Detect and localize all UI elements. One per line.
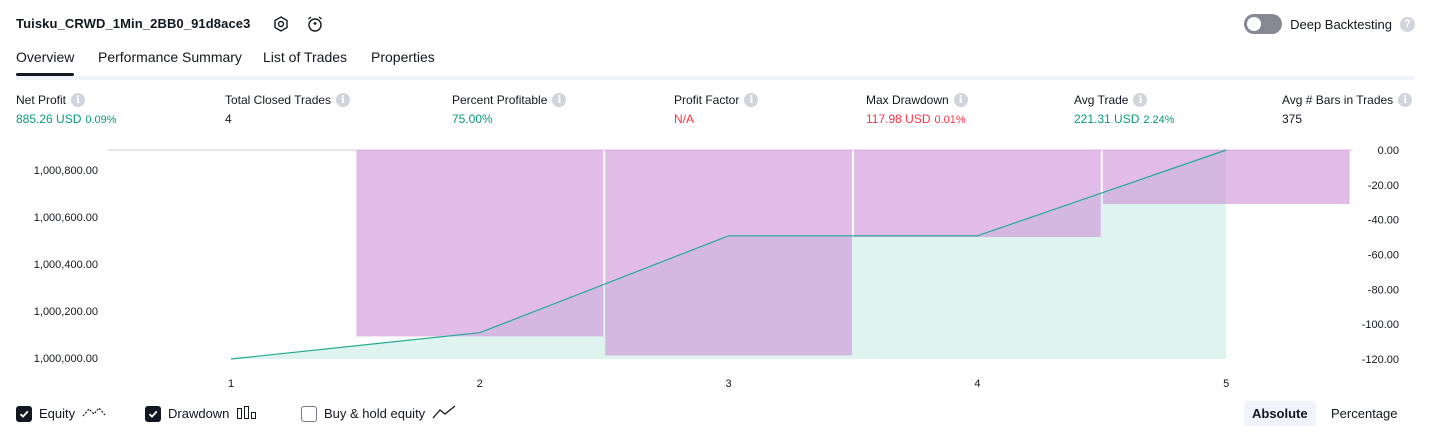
strategy-header: Tuisku_CRWD_1Min_2BB0_91d8ace3 Deep Back…: [16, 12, 1415, 38]
legend-drawdown[interactable]: Drawdown: [145, 404, 258, 423]
drawdown-tick-label: 0.00: [1378, 145, 1399, 157]
equity-checkbox[interactable]: [16, 405, 32, 422]
deep-backtesting: Deep Backtesting ?: [1244, 12, 1415, 36]
equity-drawdown-chart[interactable]: 1,000,000.00 1,000,200.00 1,000,400.00 1,00…: [0, 140, 1431, 395]
legend-buy-hold-equity[interactable]: Buy & hold equity: [301, 404, 456, 423]
legend-equity[interactable]: Equity: [16, 404, 106, 423]
stat-total-closed-trades: Total Closed Trades i 4: [225, 93, 351, 126]
drawdown-bars-icon: [236, 404, 258, 423]
stat-label: Percent Profitable: [452, 93, 548, 107]
stat-percent: 0.09%: [85, 114, 117, 126]
drawdown-bar: [1102, 150, 1350, 204]
drawdown-bar: [854, 150, 1101, 238]
x-tick-label: 5: [1223, 378, 1229, 390]
buy-hold-checkbox[interactable]: [301, 405, 317, 422]
drawdown-bar: [605, 150, 852, 356]
x-tick-label: 3: [726, 378, 732, 390]
drawdown-tick-label: -80.00: [1368, 284, 1399, 296]
settings-icon[interactable]: [271, 14, 291, 34]
equity-tick-label: 1,000,600.00: [34, 212, 98, 224]
stat-value: 4: [225, 112, 232, 126]
equity-line-icon: [82, 404, 106, 423]
stat-label: Avg Trade: [1074, 93, 1129, 107]
stat-value: 221.31 USD: [1074, 112, 1140, 126]
stat-avg-trade: Avg Trade i 221.31 USD 2.24%: [1074, 93, 1175, 126]
info-icon[interactable]: i: [71, 93, 86, 107]
drawdown-tick-label: -100.00: [1362, 319, 1399, 331]
strategy-name: Tuisku_CRWD_1Min_2BB0_91d8ace3: [16, 16, 251, 31]
legend-label: Equity: [39, 406, 76, 421]
info-icon[interactable]: i: [1133, 93, 1148, 107]
report-tabs: Overview Performance Summary List of Tra…: [16, 44, 1415, 80]
info-icon[interactable]: i: [953, 93, 968, 107]
stat-label: Max Drawdown: [866, 93, 949, 107]
stat-max-drawdown: Max Drawdown i 117.98 USD 0.01%: [866, 93, 968, 126]
stat-percent: 0.01%: [934, 114, 966, 126]
drawdown-tick-label: -120.00: [1362, 354, 1399, 366]
absolute-mode-button[interactable]: Absolute: [1244, 401, 1316, 426]
chart-legend: Equity Drawdown Buy & hold equity Absolu…: [16, 401, 1415, 426]
info-icon[interactable]: i: [1398, 93, 1413, 107]
stat-value: 75.00%: [452, 112, 493, 126]
stat-label: Total Closed Trades: [225, 93, 332, 107]
equity-tick-label: 1,000,400.00: [34, 259, 98, 271]
x-tick-label: 4: [974, 378, 980, 390]
buy-hold-line-icon: [432, 404, 456, 423]
x-tick-label: 2: [477, 378, 483, 390]
stat-net-profit: Net Profit i 885.26 USD 0.09%: [16, 93, 117, 126]
equity-line: [230, 149, 1227, 360]
info-icon[interactable]: i: [552, 93, 567, 107]
stat-label: Net Profit: [16, 93, 67, 107]
alarm-clock-icon[interactable]: [305, 14, 325, 34]
stat-label: Profit Factor: [674, 93, 740, 107]
stat-value: 117.98 USD: [866, 112, 931, 126]
deep-backtesting-label: Deep Backtesting: [1290, 16, 1392, 32]
tab-overview[interactable]: Overview: [16, 49, 75, 76]
stat-label: Avg # Bars in Trades: [1282, 93, 1394, 107]
info-icon[interactable]: i: [336, 93, 351, 107]
drawdown-tick-label: -60.00: [1368, 250, 1399, 262]
equity-tick-label: 1,000,000.00: [34, 353, 98, 365]
legend-label: Buy & hold equity: [324, 406, 426, 421]
summary-stats: Net Profit i 885.26 USD 0.09% Total Closed…: [16, 93, 1415, 133]
tab-performance-summary[interactable]: Performance Summary: [98, 49, 242, 65]
question-icon[interactable]: ?: [1400, 16, 1415, 32]
stat-avg-bars-in-trades: Avg # Bars in Trades i 375: [1282, 93, 1413, 126]
equity-tick-label: 1,000,200.00: [34, 306, 98, 318]
stat-percent: 2.24%: [1143, 114, 1175, 126]
legend-label: Drawdown: [168, 406, 230, 421]
stat-percent-profitable: Percent Profitable i 75.00%: [452, 93, 567, 126]
stat-profit-factor: Profit Factor i N/A: [674, 93, 759, 126]
deep-backtesting-toggle[interactable]: [1244, 14, 1283, 34]
drawdown-tick-label: -40.00: [1368, 215, 1399, 227]
stat-value: 375: [1282, 112, 1303, 126]
tab-properties[interactable]: Properties: [371, 49, 435, 65]
equity-tick-label: 1,000,800.00: [34, 165, 98, 177]
drawdown-tick-label: -20.00: [1368, 180, 1399, 192]
tab-list-of-trades[interactable]: List of Trades: [263, 49, 348, 65]
percentage-mode-button[interactable]: Percentage: [1331, 406, 1398, 421]
x-tick-label: 1: [228, 378, 234, 390]
stat-value: N/A: [674, 112, 695, 126]
info-icon[interactable]: i: [744, 93, 759, 107]
drawdown-bar: [356, 150, 604, 337]
stat-value: 885.26 USD: [16, 112, 82, 126]
drawdown-checkbox[interactable]: [145, 405, 161, 422]
